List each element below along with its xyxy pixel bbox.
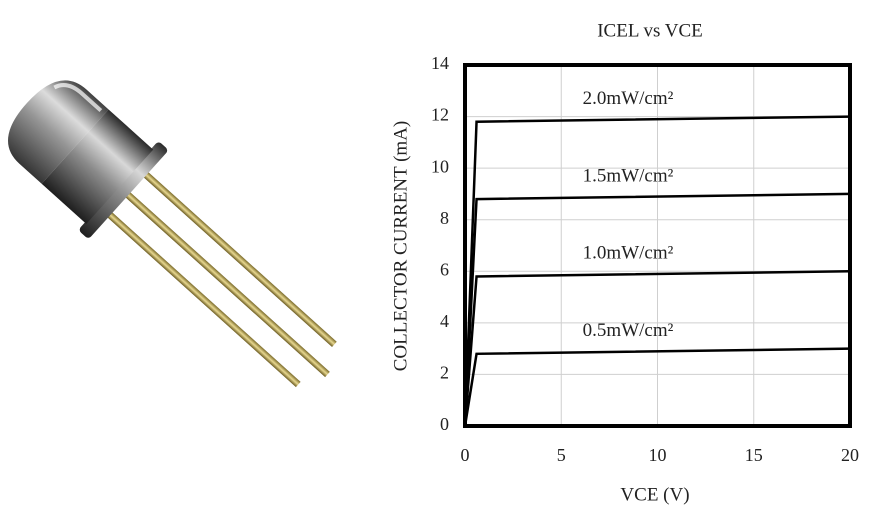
y-axis-label: COLLECTOR CURRENT (mA): [390, 121, 411, 372]
x-tick-label: 10: [649, 445, 667, 465]
line-label: 1.0mW/cm²: [583, 243, 674, 264]
chart-title: ICEL vs VCE: [597, 20, 703, 41]
series-line: [463, 192, 851, 427]
y-tick-label: 12: [431, 105, 449, 125]
line-label: 0.5mW/cm²: [583, 320, 674, 341]
y-tick-label: 4: [440, 311, 449, 331]
y-tick-label: 14: [431, 53, 449, 73]
phototransistor-photo: [8, 80, 337, 388]
x-axis-label: VCE (V): [620, 484, 689, 505]
series-line: [463, 115, 851, 427]
plot-frame: [463, 63, 852, 428]
line-label: 2.0mW/cm²: [583, 88, 674, 109]
series-line: [463, 270, 851, 427]
x-tick-label: 0: [461, 445, 470, 465]
y-tick-label: 2: [440, 363, 449, 383]
y-tick-label: 0: [440, 414, 449, 434]
x-tick-label: 20: [841, 445, 859, 465]
line-label: 1.5mW/cm²: [583, 165, 674, 186]
y-tick-label: 8: [440, 208, 449, 228]
x-tick-label: 5: [557, 445, 566, 465]
series-line: [463, 347, 851, 427]
y-tick-label: 6: [440, 259, 449, 279]
x-tick-label: 15: [745, 445, 763, 465]
y-tick-label: 10: [431, 156, 449, 176]
